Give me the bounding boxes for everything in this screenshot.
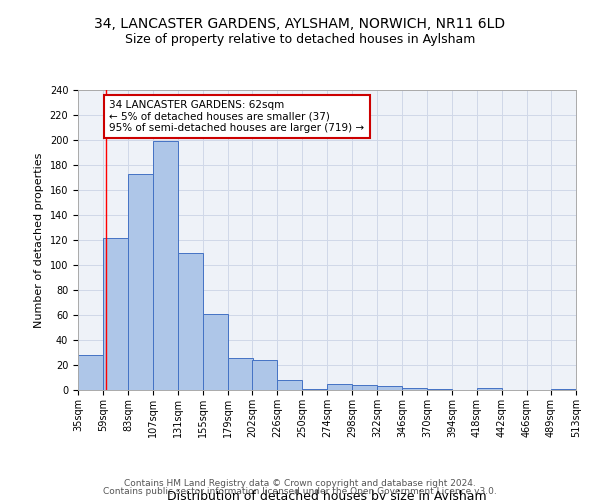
- Bar: [203, 314, 228, 390]
- X-axis label: Distribution of detached houses by size in Aylsham: Distribution of detached houses by size …: [167, 490, 487, 500]
- Text: Contains public sector information licensed under the Open Government Licence v3: Contains public sector information licen…: [103, 487, 497, 496]
- Bar: [477, 388, 502, 390]
- Bar: [427, 389, 452, 390]
- Bar: [327, 384, 352, 390]
- Bar: [128, 174, 153, 390]
- Bar: [178, 252, 203, 390]
- Text: 34, LANCASTER GARDENS, AYLSHAM, NORWICH, NR11 6LD: 34, LANCASTER GARDENS, AYLSHAM, NORWICH,…: [94, 18, 506, 32]
- Text: 34 LANCASTER GARDENS: 62sqm
← 5% of detached houses are smaller (37)
95% of semi: 34 LANCASTER GARDENS: 62sqm ← 5% of deta…: [109, 100, 364, 133]
- Bar: [252, 360, 277, 390]
- Y-axis label: Number of detached properties: Number of detached properties: [34, 152, 44, 328]
- Bar: [352, 385, 377, 390]
- Bar: [402, 388, 427, 390]
- Bar: [377, 386, 402, 390]
- Bar: [228, 358, 253, 390]
- Bar: [103, 238, 128, 390]
- Text: Contains HM Land Registry data © Crown copyright and database right 2024.: Contains HM Land Registry data © Crown c…: [124, 478, 476, 488]
- Bar: [277, 380, 302, 390]
- Text: Size of property relative to detached houses in Aylsham: Size of property relative to detached ho…: [125, 32, 475, 46]
- Bar: [153, 141, 178, 390]
- Bar: [78, 355, 103, 390]
- Bar: [551, 389, 575, 390]
- Bar: [302, 389, 326, 390]
